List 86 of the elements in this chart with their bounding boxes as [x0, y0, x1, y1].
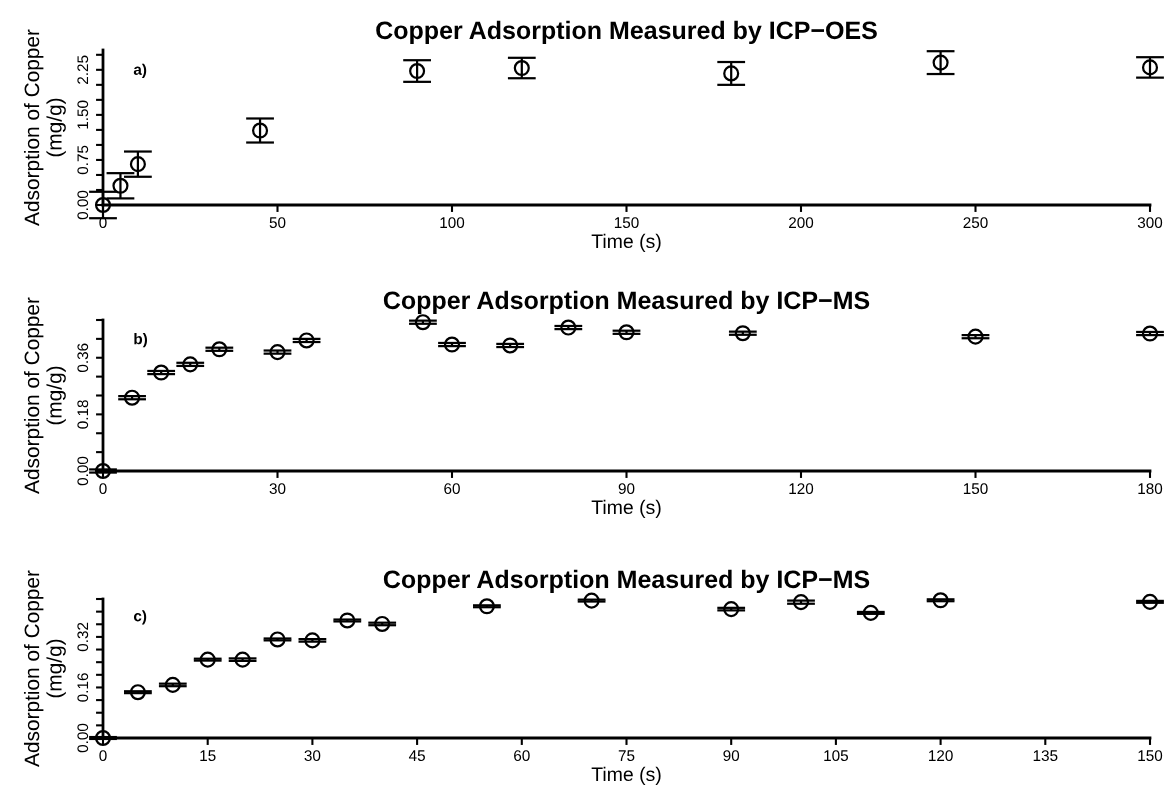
y-tick-label: 2.25 [77, 55, 89, 84]
point [234, 651, 251, 668]
y-tick-label: 1.50 [77, 100, 89, 129]
point [1141, 59, 1159, 76]
point [94, 196, 112, 214]
x-tick-label: 150 [614, 217, 639, 229]
point [560, 319, 577, 336]
point [129, 156, 146, 173]
point [374, 615, 391, 633]
point [1141, 325, 1159, 342]
point [502, 337, 519, 354]
point [269, 631, 286, 648]
point [967, 328, 984, 345]
x-tick-label: 300 [1137, 217, 1163, 229]
point [414, 314, 431, 331]
point [211, 341, 228, 358]
annotation: b) [134, 333, 148, 348]
point [443, 336, 461, 353]
x-tick-label: 180 [1138, 483, 1163, 495]
point [723, 601, 740, 618]
y-tick-label: 0.16 [77, 673, 89, 702]
x-tick-label: 0 [99, 483, 107, 495]
y-tick-label: 0.00 [77, 456, 89, 486]
x-tick-label: 60 [514, 750, 530, 762]
point [734, 325, 751, 342]
point [339, 612, 356, 629]
y-tick-label: 0.00 [77, 723, 89, 753]
point [862, 604, 879, 621]
point [129, 684, 146, 701]
y-axis-title: Adsorption of Copper (mg/g) [23, 29, 66, 226]
annotation: c) [133, 610, 147, 625]
x-tick-label: 250 [963, 217, 988, 229]
point [199, 651, 216, 668]
point [723, 65, 740, 82]
point [1141, 593, 1159, 610]
y-axis-title: Adsorption of Copper (mg/g) [23, 570, 66, 767]
x-tick-label: 30 [304, 750, 321, 762]
y-axis-title: Adsorption of Copper (mg/g) [23, 297, 66, 494]
point [478, 598, 495, 615]
point [304, 632, 321, 649]
x-tick-label: 50 [269, 217, 286, 229]
point [792, 594, 810, 611]
point [153, 364, 170, 381]
y-tick-label: 0.75 [77, 145, 89, 175]
x-tick-label: 150 [963, 483, 988, 495]
x-axis-title: Time (s) [591, 499, 661, 518]
point [94, 729, 112, 747]
x-tick-label: 30 [269, 483, 286, 495]
x-tick-label: 150 [1138, 750, 1163, 762]
chart-title: Copper Adsorption Measured by ICP−MS [383, 290, 870, 315]
x-axis-title: Time (s) [591, 233, 661, 252]
annotation: a) [133, 63, 147, 78]
x-tick-label: 120 [929, 750, 953, 762]
point [298, 332, 315, 349]
x-tick-label: 105 [824, 750, 849, 762]
point [409, 62, 426, 80]
y-tick-label: 0.36 [77, 343, 89, 373]
x-tick-label: 135 [1033, 750, 1058, 762]
x-tick-label: 90 [723, 750, 740, 762]
chart-title: Copper Adsorption Measured by ICP−MS [383, 569, 870, 594]
point [182, 356, 199, 373]
point [618, 324, 635, 341]
x-axis-title: Time (s) [591, 766, 661, 785]
y-tick-label: 0.32 [77, 622, 89, 652]
x-tick-label: 100 [440, 217, 465, 229]
chart-title: Copper Adsorption Measured by ICP−OES [376, 20, 877, 45]
x-tick-label: 75 [618, 750, 635, 762]
point [932, 54, 949, 71]
point [112, 177, 129, 194]
y-tick-label: 0.00 [77, 190, 89, 220]
point [124, 389, 141, 406]
point [164, 676, 181, 693]
point [269, 344, 286, 361]
point [94, 462, 112, 480]
x-tick-label: 200 [789, 217, 814, 229]
x-tick-label: 60 [444, 483, 460, 495]
x-tick-label: 120 [789, 483, 814, 495]
point [583, 592, 600, 609]
point [513, 59, 530, 77]
x-tick-label: 45 [408, 750, 425, 762]
point [252, 122, 269, 139]
x-tick-label: 0 [99, 750, 107, 762]
x-tick-label: 15 [200, 750, 216, 762]
y-tick-label: 0.18 [77, 400, 89, 429]
point [932, 592, 949, 609]
x-tick-label: 90 [618, 483, 635, 495]
